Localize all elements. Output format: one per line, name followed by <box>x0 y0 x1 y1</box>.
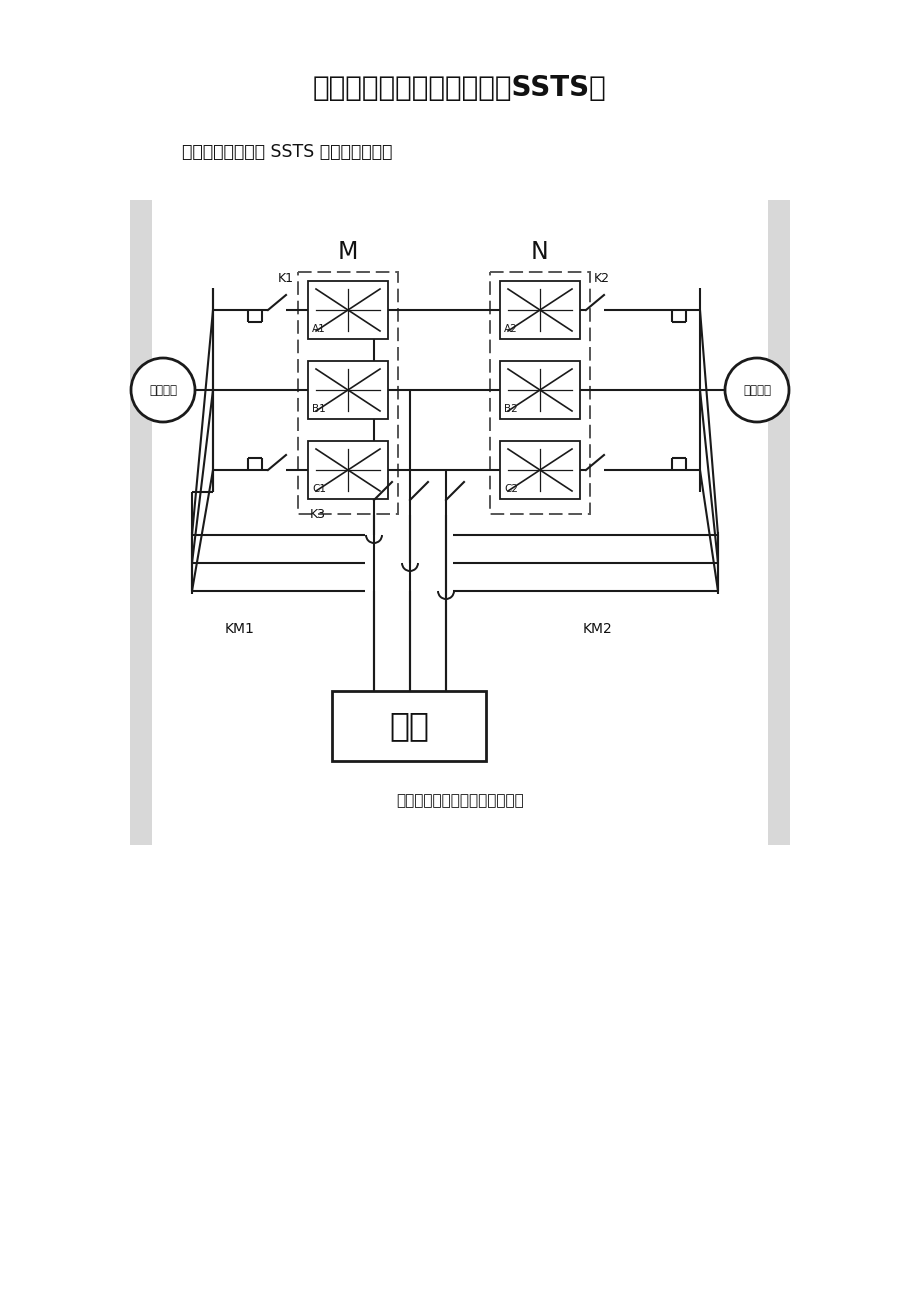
Bar <box>308 361 388 419</box>
Text: M: M <box>337 240 357 264</box>
Text: 双电源固体静态切换开关（SSTS）: 双电源固体静态切换开关（SSTS） <box>312 74 607 102</box>
Bar <box>499 361 579 419</box>
Bar <box>499 441 579 499</box>
Text: K3: K3 <box>310 509 325 522</box>
Text: K1: K1 <box>278 272 294 285</box>
Text: C2: C2 <box>504 484 517 493</box>
Text: KM1: KM1 <box>225 622 255 635</box>
Circle shape <box>130 358 195 422</box>
Circle shape <box>724 358 789 422</box>
Text: N: N <box>530 240 549 264</box>
Bar <box>130 201 152 845</box>
Bar <box>298 272 398 514</box>
Text: 图一：双电源开关电路拓扑结构: 图一：双电源开关电路拓扑结构 <box>396 793 523 809</box>
Bar <box>767 201 789 845</box>
Text: 常用电源: 常用电源 <box>149 384 176 397</box>
Text: K2: K2 <box>594 272 609 285</box>
Bar <box>499 281 579 339</box>
Bar <box>490 272 589 514</box>
Text: A1: A1 <box>312 324 325 335</box>
Text: B1: B1 <box>312 404 325 414</box>
Bar <box>332 691 485 760</box>
Bar <box>308 441 388 499</box>
Text: A2: A2 <box>504 324 517 335</box>
Text: KM2: KM2 <box>583 622 612 635</box>
Text: 负载: 负载 <box>389 710 428 742</box>
Text: B2: B2 <box>504 404 517 414</box>
Text: 一、三相双路供电 SSTS 的电路拓扑结构: 一、三相双路供电 SSTS 的电路拓扑结构 <box>182 143 391 161</box>
Text: 备用电源: 备用电源 <box>743 384 770 397</box>
Text: C1: C1 <box>312 484 325 493</box>
Bar <box>308 281 388 339</box>
